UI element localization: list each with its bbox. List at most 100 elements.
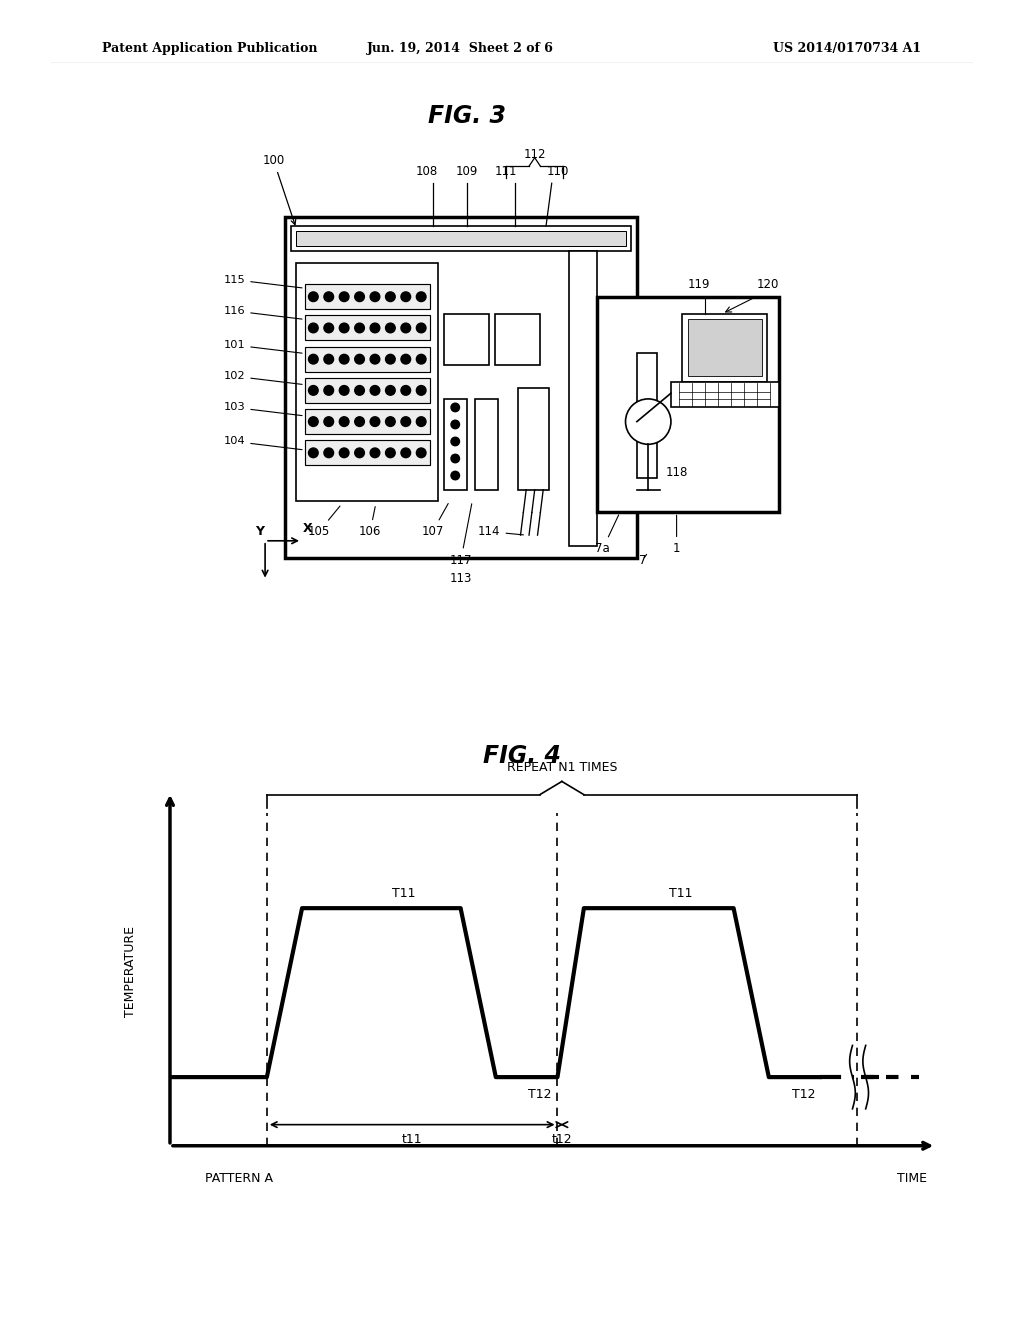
Circle shape	[401, 385, 411, 395]
Bar	[688, 319, 762, 376]
Text: 106: 106	[359, 507, 381, 539]
Text: Jun. 19, 2014  Sheet 2 of 6: Jun. 19, 2014 Sheet 2 of 6	[368, 42, 554, 55]
Circle shape	[339, 323, 349, 333]
Circle shape	[401, 417, 411, 426]
Text: Patent Application Publication: Patent Application Publication	[102, 42, 317, 55]
Circle shape	[370, 323, 380, 333]
Circle shape	[324, 323, 334, 333]
Circle shape	[339, 447, 349, 458]
Bar	[637, 354, 656, 478]
Text: 103: 103	[223, 403, 302, 416]
Bar	[495, 314, 541, 364]
Text: 114: 114	[478, 525, 523, 539]
Text: FIG. 3: FIG. 3	[428, 104, 506, 128]
Circle shape	[386, 417, 395, 426]
Circle shape	[354, 354, 365, 364]
Circle shape	[386, 447, 395, 458]
Text: 104: 104	[223, 437, 302, 450]
Text: 111: 111	[495, 165, 517, 177]
Text: 115: 115	[223, 275, 302, 288]
Circle shape	[308, 292, 318, 301]
Text: T11: T11	[669, 887, 692, 900]
Circle shape	[354, 323, 365, 333]
Circle shape	[324, 292, 334, 301]
Text: T11: T11	[391, 887, 415, 900]
Text: 113: 113	[450, 572, 472, 585]
Bar	[518, 388, 549, 490]
Text: 116: 116	[223, 306, 302, 319]
Circle shape	[401, 354, 411, 364]
Circle shape	[386, 292, 395, 301]
Bar	[568, 251, 597, 546]
Bar	[291, 226, 631, 251]
Bar	[682, 314, 767, 381]
Circle shape	[417, 292, 426, 301]
Circle shape	[401, 292, 411, 301]
Circle shape	[417, 354, 426, 364]
Circle shape	[451, 437, 460, 446]
Text: T12: T12	[793, 1088, 816, 1101]
Text: 102: 102	[223, 371, 302, 384]
Text: TIME: TIME	[897, 1172, 928, 1185]
Bar	[475, 399, 498, 490]
Bar	[296, 231, 626, 246]
Circle shape	[417, 385, 426, 395]
Circle shape	[308, 354, 318, 364]
Text: 105: 105	[308, 506, 340, 539]
Text: 120: 120	[757, 279, 778, 290]
Bar	[443, 399, 467, 490]
Circle shape	[451, 420, 460, 429]
Circle shape	[370, 385, 380, 395]
Text: T12: T12	[528, 1088, 552, 1101]
Circle shape	[324, 417, 334, 426]
Circle shape	[308, 447, 318, 458]
Circle shape	[417, 447, 426, 458]
Text: 7: 7	[639, 553, 646, 566]
Text: Y: Y	[255, 525, 264, 539]
Text: TEMPERATURE: TEMPERATURE	[124, 927, 137, 1016]
Bar	[305, 409, 430, 434]
Text: REPEAT N1 TIMES: REPEAT N1 TIMES	[507, 760, 617, 774]
Text: 108: 108	[416, 165, 438, 177]
Circle shape	[308, 417, 318, 426]
Circle shape	[324, 447, 334, 458]
Bar	[305, 378, 430, 403]
Text: US 2014/0170734 A1: US 2014/0170734 A1	[773, 42, 922, 55]
Text: 118: 118	[666, 466, 688, 479]
Circle shape	[308, 323, 318, 333]
Bar	[305, 284, 430, 309]
Text: 1: 1	[673, 515, 680, 556]
Text: PATTERN A: PATTERN A	[205, 1172, 273, 1185]
Bar	[597, 297, 779, 512]
Circle shape	[370, 292, 380, 301]
Text: 112: 112	[523, 148, 546, 161]
Circle shape	[339, 417, 349, 426]
Text: t11: t11	[401, 1133, 423, 1146]
Bar	[443, 314, 489, 364]
Text: 117: 117	[450, 504, 472, 566]
Text: 119: 119	[688, 279, 711, 290]
Bar	[671, 381, 779, 408]
Circle shape	[354, 417, 365, 426]
Circle shape	[386, 385, 395, 395]
Circle shape	[451, 403, 460, 412]
Circle shape	[386, 323, 395, 333]
Circle shape	[370, 447, 380, 458]
Text: 100: 100	[262, 154, 296, 224]
Circle shape	[324, 385, 334, 395]
Text: X: X	[303, 523, 312, 536]
Text: 101: 101	[223, 341, 302, 354]
Text: 107: 107	[421, 503, 449, 539]
Circle shape	[417, 323, 426, 333]
Circle shape	[451, 471, 460, 479]
Text: FIG. 4: FIG. 4	[483, 744, 561, 768]
Circle shape	[401, 323, 411, 333]
Bar	[305, 315, 430, 341]
Circle shape	[339, 385, 349, 395]
Circle shape	[339, 354, 349, 364]
Text: 110: 110	[546, 165, 568, 177]
Circle shape	[339, 292, 349, 301]
Circle shape	[308, 385, 318, 395]
Circle shape	[417, 417, 426, 426]
Bar	[285, 218, 637, 558]
